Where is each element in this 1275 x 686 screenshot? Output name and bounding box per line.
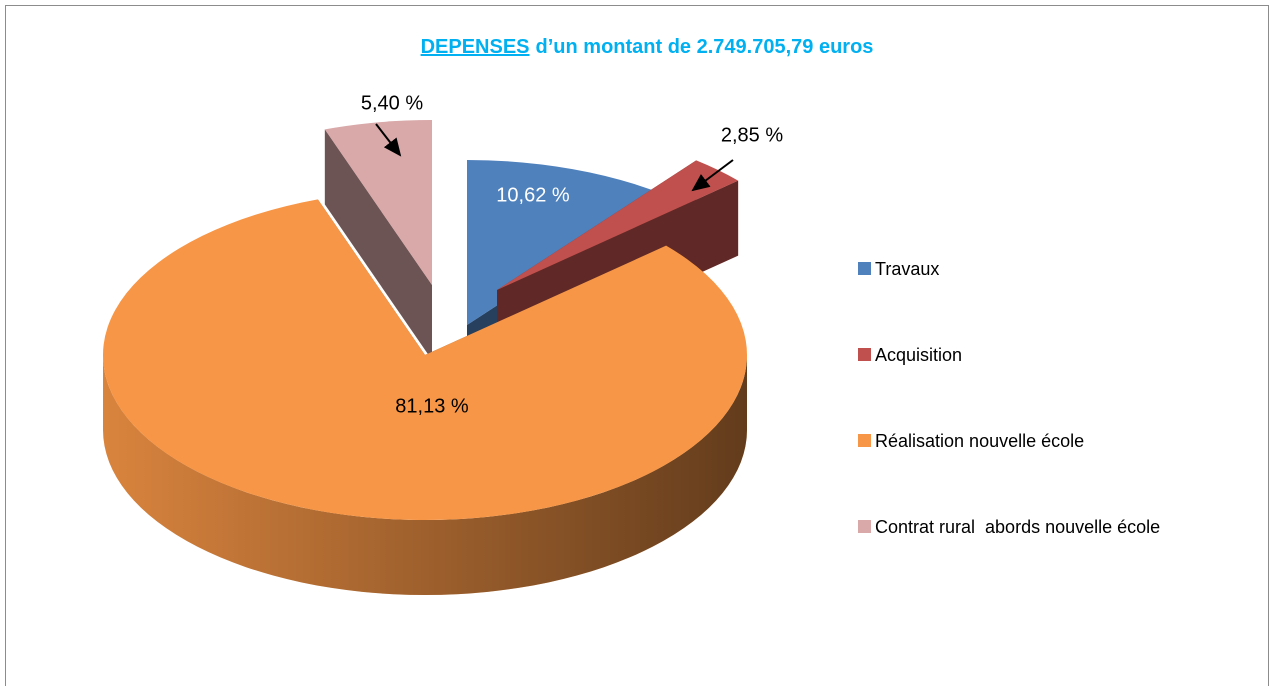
slice-wall-shade — [103, 355, 747, 595]
title-part: d’un montant de 2.749.705,79 euros — [536, 36, 874, 58]
data-label: 81,13 % — [395, 395, 469, 417]
label-arrow — [375, 123, 402, 157]
title-part: DEPENSES — [421, 36, 530, 58]
slice — [103, 199, 748, 520]
frame — [5, 5, 1269, 686]
legend-label: Acquisition — [875, 345, 963, 365]
chart-title: DEPENSES d’un montant de 2.749.705,79 eur… — [421, 36, 874, 58]
label-arrow — [691, 159, 734, 192]
data-label: 2,85 % — [721, 124, 783, 146]
legend-swatch — [858, 434, 871, 447]
slice-side-shade — [324, 129, 432, 360]
legend-label: Contrat rural abords nouvelle école — [875, 517, 1161, 537]
legend-swatch — [858, 520, 871, 533]
legend-swatch — [858, 348, 871, 361]
pie — [103, 120, 748, 595]
legend-label: Travaux — [875, 259, 940, 279]
data-label: 5,40 % — [361, 92, 423, 114]
legend-label: Réalisation nouvelle école — [875, 431, 1085, 451]
legend-swatch — [858, 262, 871, 275]
slice — [497, 160, 739, 290]
slice — [324, 120, 432, 285]
data-label: 10,62 % — [496, 184, 570, 206]
